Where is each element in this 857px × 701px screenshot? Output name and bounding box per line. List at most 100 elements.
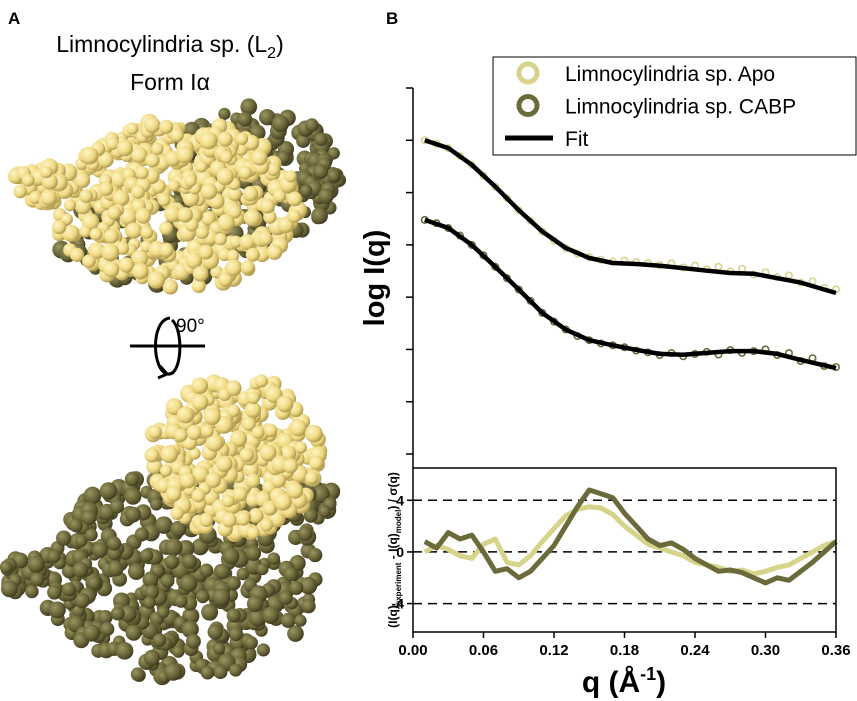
atom [119, 257, 134, 272]
panel-title: Limnocylindria sp. (L2) [56, 31, 284, 62]
atom [82, 254, 96, 268]
atom [276, 395, 293, 412]
atom [285, 170, 297, 182]
atom [83, 624, 100, 641]
atom [295, 441, 307, 453]
atom [47, 585, 62, 600]
atom [110, 499, 124, 513]
atom [41, 189, 57, 205]
atom [40, 166, 53, 179]
atom [222, 494, 235, 507]
atom [217, 214, 234, 231]
atom [271, 473, 286, 488]
atom [200, 563, 214, 577]
atom [328, 169, 341, 182]
data-point [739, 265, 745, 271]
atom [135, 527, 149, 541]
atom [25, 585, 38, 598]
atom [74, 593, 89, 608]
atom [136, 166, 149, 179]
atom [308, 548, 322, 562]
legend-label: Limnocylindria sp. CABP [565, 96, 796, 119]
atom [238, 112, 253, 127]
atom [305, 471, 318, 484]
atom [301, 599, 315, 613]
atom [238, 166, 252, 180]
atom [159, 221, 173, 235]
title-text: ) [276, 31, 284, 57]
atom [100, 622, 114, 636]
atom [177, 406, 194, 423]
panel-label: A [8, 9, 20, 28]
atom [244, 209, 261, 226]
atom [186, 634, 201, 649]
atom [245, 402, 261, 418]
y-axis-label: log I(q) [359, 230, 391, 327]
x-tick-label: 0.18 [610, 642, 639, 659]
atom [243, 186, 258, 201]
atom [128, 563, 145, 580]
atom [177, 207, 192, 222]
atom [143, 596, 155, 608]
atom [208, 624, 223, 639]
x-tick-label: 0.24 [680, 642, 710, 659]
atom [192, 489, 206, 503]
atom [283, 567, 298, 582]
atom [290, 419, 307, 436]
atom [203, 408, 220, 425]
atom [216, 456, 233, 473]
atom [287, 482, 303, 498]
atom [240, 448, 254, 462]
atom [116, 642, 134, 660]
atom [246, 546, 261, 561]
atom [164, 663, 182, 681]
atom [279, 591, 293, 605]
label-part: (I(q) [386, 605, 400, 628]
atom [104, 229, 119, 244]
x-tick-label: 0.12 [539, 642, 568, 659]
atom [192, 394, 209, 411]
atom [148, 425, 162, 439]
atom [193, 266, 209, 282]
atom [157, 606, 169, 618]
atom [165, 555, 179, 569]
atom [62, 582, 76, 596]
atom [166, 486, 182, 502]
atom [225, 259, 242, 276]
atom [155, 516, 173, 534]
atom [126, 123, 138, 135]
atom [213, 643, 225, 655]
atom [236, 133, 249, 146]
atom [107, 206, 121, 220]
atom [227, 608, 241, 622]
atom [264, 424, 277, 437]
atom [298, 526, 313, 541]
atom [126, 625, 142, 641]
atom [125, 488, 142, 505]
atom [245, 636, 258, 649]
atom [311, 207, 328, 224]
atom [309, 456, 323, 470]
atom [256, 563, 268, 575]
atom [160, 464, 172, 476]
label-part: experiment [394, 562, 403, 605]
atom [262, 607, 279, 624]
atom [30, 572, 44, 586]
title-text: Limnocylindria sp. (L [56, 31, 267, 57]
atom [218, 108, 230, 120]
atom [196, 226, 209, 239]
label-part: ) [656, 666, 666, 699]
atom [140, 549, 153, 562]
atom [260, 199, 275, 214]
atom [56, 530, 71, 545]
label-part: -1 [640, 664, 656, 684]
atom [287, 191, 302, 206]
atom [252, 426, 265, 439]
atom [22, 174, 35, 187]
atom [73, 562, 89, 578]
atom [101, 243, 119, 261]
atom [100, 482, 117, 499]
atom [131, 185, 145, 199]
atom [319, 505, 331, 517]
atom [233, 487, 248, 502]
